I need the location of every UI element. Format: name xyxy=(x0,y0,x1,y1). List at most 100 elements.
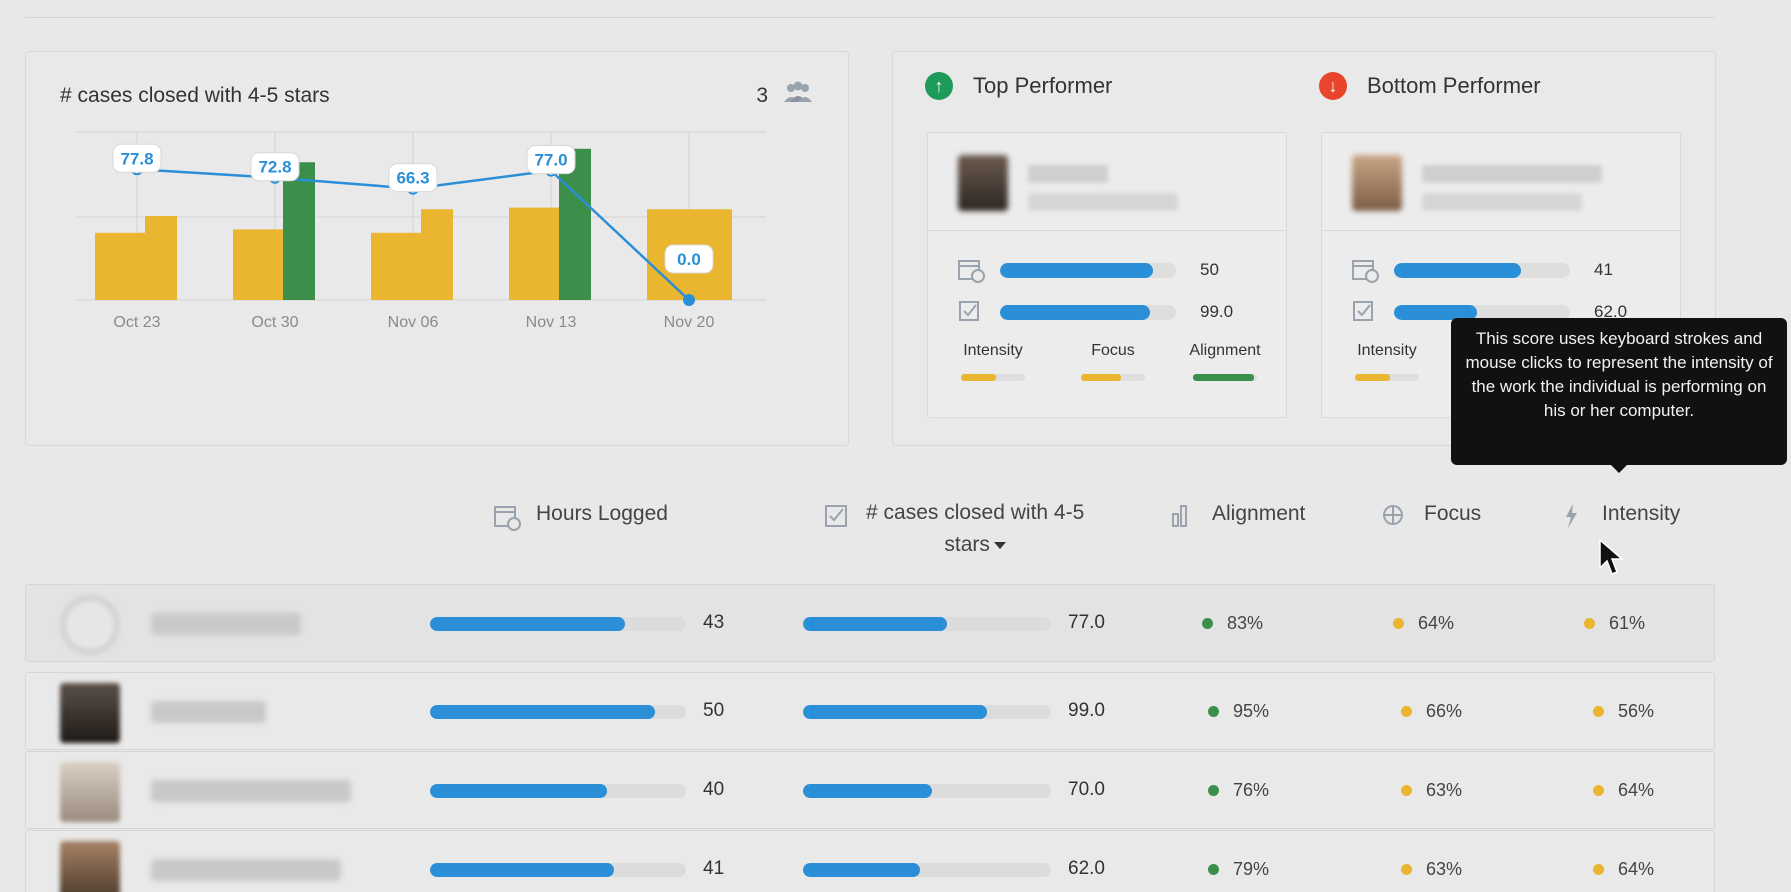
x-tick-label: Oct 30 xyxy=(251,314,298,331)
col-header-intensity-label: Intensity xyxy=(1602,502,1681,525)
checkbox-icon xyxy=(825,505,847,527)
top-focus-mini: Focus xyxy=(1068,342,1158,381)
bottom-cases-value: 62.0 xyxy=(1594,302,1628,321)
col-header-hours[interactable]: Hours Logged xyxy=(492,502,668,532)
cases-value: 99.0 xyxy=(1068,700,1105,721)
alignment-icon xyxy=(1172,505,1187,527)
mini-label: Alignment xyxy=(1189,342,1261,359)
cases-bar-fill xyxy=(803,784,932,798)
col-header-intensity[interactable]: Intensity xyxy=(1558,502,1680,532)
arrow-up-icon: ↑ xyxy=(925,72,953,100)
data-label: 66.3 xyxy=(396,169,429,188)
bar xyxy=(145,216,177,300)
cases-chart-card: # cases closed with 4-5 stars 3 Oct 23 Oc… xyxy=(25,51,849,446)
chart-count: 3 xyxy=(756,84,768,107)
bottom-intensity-mini: Intensity xyxy=(1342,342,1432,381)
data-label-box xyxy=(664,244,714,274)
col-header-focus[interactable]: Focus xyxy=(1380,502,1481,532)
avatar xyxy=(60,683,120,743)
focus-value: 64% xyxy=(1418,613,1455,633)
hours-value: 41 xyxy=(703,858,725,879)
focus-cell: 66% xyxy=(1401,701,1462,722)
status-dot xyxy=(1401,785,1412,796)
status-dot xyxy=(1202,618,1213,629)
focus-value: 63% xyxy=(1426,780,1463,800)
top-performer-header: ↑ Top Performer xyxy=(925,72,1112,100)
status-dot xyxy=(1593,706,1604,717)
intensity-cell: 61% xyxy=(1584,613,1645,634)
avatar xyxy=(60,595,120,655)
data-label-box xyxy=(388,163,438,193)
arrow-down-icon: ↓ xyxy=(1319,72,1347,100)
checkbox-icon xyxy=(959,301,979,321)
bottom-performer-label: Bottom Performer xyxy=(1367,73,1541,98)
alignment-cell: 83% xyxy=(1202,613,1263,634)
table-row[interactable]: 43 77.0 83% 64% 61% xyxy=(25,584,1715,662)
people-icon[interactable] xyxy=(782,80,814,106)
intensity-value: 56% xyxy=(1618,701,1655,721)
bottom-hours-fill xyxy=(1394,262,1521,278)
top-hours-fill xyxy=(1000,262,1154,278)
hours-bar-fill xyxy=(430,863,615,877)
x-tick-label: Nov 20 xyxy=(664,314,715,331)
intensity-cell: 64% xyxy=(1593,780,1654,801)
hours-bar-fill xyxy=(430,705,656,719)
row-name-blurred xyxy=(151,780,351,802)
alignment-value: 76% xyxy=(1233,780,1270,800)
bar xyxy=(509,207,559,300)
cases-value: 70.0 xyxy=(1068,779,1105,800)
mouse-cursor-icon xyxy=(1599,538,1624,575)
cases-bar-fill xyxy=(803,617,947,631)
top-alignment-mini: Alignment xyxy=(1180,342,1270,381)
intensity-tooltip: This score uses keyboard strokes and mou… xyxy=(1451,318,1787,473)
row-name-blurred xyxy=(151,859,341,881)
intensity-value: 61% xyxy=(1609,613,1646,633)
data-label: 77.0 xyxy=(534,151,567,170)
hours-value: 40 xyxy=(703,779,725,800)
alignment-cell: 76% xyxy=(1208,780,1269,801)
alignment-cell: 79% xyxy=(1208,859,1269,880)
sort-caret-icon[interactable] xyxy=(993,541,1006,549)
table-row[interactable]: 41 62.0 79% 63% 64% xyxy=(25,830,1715,892)
bottom-hours-value: 41 xyxy=(1594,260,1613,279)
mini-fill xyxy=(1355,374,1391,381)
focus-cell: 64% xyxy=(1393,613,1454,634)
top-performer-box[interactable]: 50 99.0 Intensity Focus Alignment xyxy=(927,132,1287,418)
col-header-hours-label: Hours Logged xyxy=(536,502,668,525)
table-row[interactable]: 40 70.0 76% 63% 64% xyxy=(25,751,1715,829)
hours-value: 50 xyxy=(703,700,725,721)
intensity-cell: 56% xyxy=(1593,701,1654,722)
bar xyxy=(283,162,315,300)
data-label: 77.8 xyxy=(120,149,153,168)
crosshair-icon xyxy=(1383,505,1403,525)
row-name-blurred xyxy=(151,701,266,723)
mini-fill xyxy=(961,374,997,381)
focus-value: 66% xyxy=(1426,701,1463,721)
bar xyxy=(421,209,453,300)
avatar xyxy=(60,762,120,822)
data-label: 72.8 xyxy=(258,158,291,177)
status-dot xyxy=(1401,864,1412,875)
status-dot xyxy=(1593,785,1604,796)
col-header-cases[interactable]: # cases closed with 4-5 stars xyxy=(822,501,1084,561)
col-header-alignment[interactable]: Alignment xyxy=(1168,502,1305,532)
avatar xyxy=(958,155,1008,211)
top-performer-identity xyxy=(928,133,1286,231)
avatar xyxy=(60,841,120,892)
bar xyxy=(371,232,421,300)
alignment-value: 95% xyxy=(1233,701,1270,721)
x-tick-label: Nov 13 xyxy=(526,314,577,331)
alignment-value: 83% xyxy=(1227,613,1264,633)
x-tick-label: Oct 23 xyxy=(113,314,160,331)
avatar xyxy=(1352,155,1402,211)
alignment-value: 79% xyxy=(1233,859,1270,879)
intensity-cell: 64% xyxy=(1593,859,1654,880)
x-tick-label: Nov 06 xyxy=(388,314,439,331)
chart-title: # cases closed with 4-5 stars xyxy=(60,84,330,107)
col-header-focus-label: Focus xyxy=(1424,502,1482,525)
mini-label: Intensity xyxy=(963,342,1023,359)
calendar-clock-icon xyxy=(494,506,521,531)
top-intensity-mini: Intensity xyxy=(948,342,1038,381)
table-row[interactable]: 50 99.0 95% 66% 56% xyxy=(25,672,1715,750)
bottom-performer-header: ↓ Bottom Performer xyxy=(1319,72,1541,100)
